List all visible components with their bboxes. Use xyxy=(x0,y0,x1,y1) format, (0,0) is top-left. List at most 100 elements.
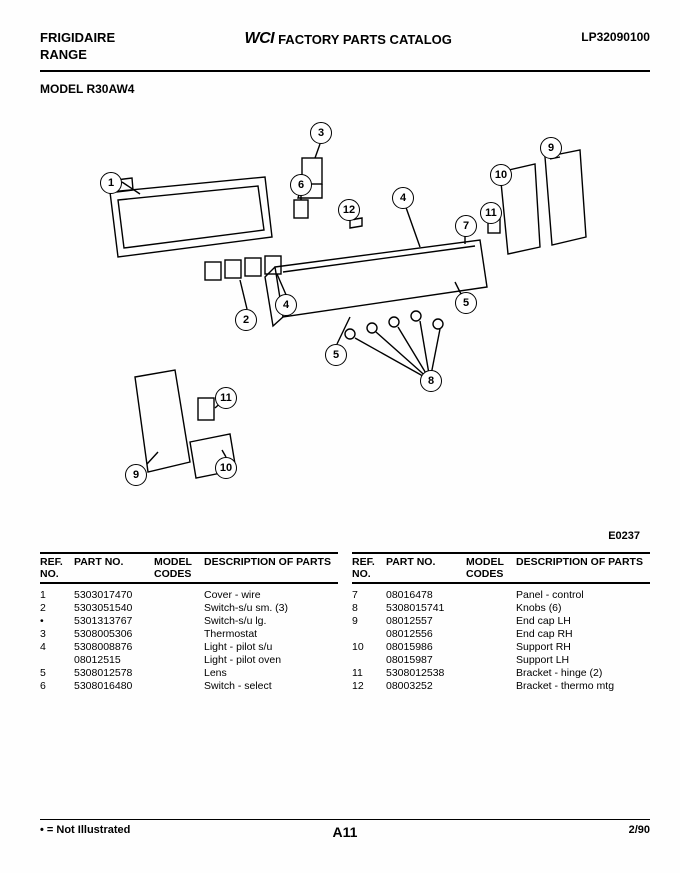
table-row: •5301313767Switch-s/u lg. xyxy=(40,615,338,628)
cell-model xyxy=(154,641,204,653)
cell-model xyxy=(466,615,516,627)
cell-part: 5308015741 xyxy=(386,602,466,614)
cell-model xyxy=(154,680,204,692)
footer: • = Not Illustrated A11 2/90 xyxy=(40,819,650,836)
callout: 11 xyxy=(215,387,237,409)
parts-tables: REF. NO. PART NO. MODEL CODES DESCRIPTIO… xyxy=(40,552,650,693)
cell-desc: Bracket - thermo mtg xyxy=(516,680,650,692)
callout: 4 xyxy=(392,187,414,209)
callout: 2 xyxy=(235,309,257,331)
cell-desc: Cover - wire xyxy=(204,589,338,601)
col-model: MODEL CODES xyxy=(466,556,516,580)
cell-model xyxy=(466,628,516,640)
cell-ref: 12 xyxy=(352,680,386,692)
cell-desc: End cap RH xyxy=(516,628,650,640)
callout: 4 xyxy=(275,294,297,316)
cell-model xyxy=(466,654,516,666)
table-row: 08012556 End cap RH xyxy=(352,628,650,641)
header: FRIGIDAIRE RANGE WCI FACTORY PARTS CATAL… xyxy=(40,30,650,64)
cell-desc: Switch-s/u sm. (3) xyxy=(204,602,338,614)
table-row: 65308016480Switch - select xyxy=(40,680,338,693)
callout: 9 xyxy=(540,137,562,159)
cell-part: 08012557 xyxy=(386,615,466,627)
col-ref: REF. NO. xyxy=(40,556,74,580)
callout: 1 xyxy=(100,172,122,194)
cell-ref xyxy=(40,654,74,666)
col-desc: DESCRIPTION OF PARTS xyxy=(204,556,338,580)
cell-desc: Switch - select xyxy=(204,680,338,692)
col-model: MODEL CODES xyxy=(154,556,204,580)
cell-desc: Light - pilot s/u xyxy=(204,641,338,653)
catalog-title: FACTORY PARTS CATALOG xyxy=(278,32,452,47)
cell-desc: Support LH xyxy=(516,654,650,666)
table-head: REF. NO. PART NO. MODEL CODES DESCRIPTIO… xyxy=(40,552,338,584)
table-body: 15303017470 Cover - wire 25303051540 Switch… xyxy=(40,584,338,693)
table-row: 115308012538Bracket - hinge (2) xyxy=(352,667,650,680)
callout: 5 xyxy=(325,344,347,366)
cell-ref: 3 xyxy=(40,628,74,640)
callout: 5 xyxy=(455,292,477,314)
callout: 8 xyxy=(420,370,442,392)
exploded-diagram: 1369101247112455811910 E0237 xyxy=(40,102,650,542)
cell-ref: 2 xyxy=(40,602,74,614)
table-row: 08012515Light - pilot oven xyxy=(40,654,338,667)
title-block: WCI FACTORY PARTS CATALOG xyxy=(244,30,451,48)
footer-right: 2/90 xyxy=(629,824,650,836)
col-desc: DESCRIPTION OF PARTS xyxy=(516,556,650,580)
cell-ref: 11 xyxy=(352,667,386,679)
table-row: 1208003252 Bracket - thermo mtg xyxy=(352,680,650,693)
cell-part: 08012556 xyxy=(386,628,466,640)
table-row: 1008015986 Support RH xyxy=(352,641,650,654)
table-row: 85308015741Knobs (6) xyxy=(352,602,650,615)
cell-model xyxy=(154,667,204,679)
product-text: RANGE xyxy=(40,47,115,64)
cell-ref xyxy=(352,654,386,666)
cell-desc: Support RH xyxy=(516,641,650,653)
cell-part: 5303051540 xyxy=(74,602,154,614)
cell-model xyxy=(466,602,516,614)
col-part: PART NO. xyxy=(386,556,466,580)
cell-part: 08003252 xyxy=(386,680,466,692)
table-row: 35308005306Thermostat xyxy=(40,628,338,641)
cell-model xyxy=(466,667,516,679)
cell-part: 5308016480 xyxy=(74,680,154,692)
callout: 10 xyxy=(490,164,512,186)
cell-ref: 1 xyxy=(40,589,74,601)
cell-model xyxy=(154,615,204,627)
cell-part: 08016478 xyxy=(386,589,466,601)
cell-part: 08015987 xyxy=(386,654,466,666)
cell-model xyxy=(154,628,204,640)
table-row: 08015987 Support LH xyxy=(352,654,650,667)
parts-table-left: REF. NO. PART NO. MODEL CODES DESCRIPTIO… xyxy=(40,552,338,693)
cell-model xyxy=(154,654,204,666)
cell-part: 08015986 xyxy=(386,641,466,653)
callout: 12 xyxy=(338,199,360,221)
cell-part: 5303017470 xyxy=(74,589,154,601)
table-row: 45308008876Light - pilot s/u xyxy=(40,641,338,654)
header-rule xyxy=(40,70,650,72)
parts-table-right: REF. NO. PART NO. MODEL CODES DESCRIPTIO… xyxy=(352,552,650,693)
brand-text: FRIGIDAIRE xyxy=(40,30,115,47)
cell-part: 5308008876 xyxy=(74,641,154,653)
callout: 10 xyxy=(215,457,237,479)
callout: 6 xyxy=(290,174,312,196)
cell-desc: Lens xyxy=(204,667,338,679)
table-row: 15303017470 Cover - wire xyxy=(40,589,338,602)
cell-ref: 10 xyxy=(352,641,386,653)
footer-center: A11 xyxy=(333,824,358,840)
cell-model xyxy=(466,589,516,601)
cell-model xyxy=(466,680,516,692)
cell-desc: Bracket - hinge (2) xyxy=(516,667,650,679)
cell-model xyxy=(154,602,204,614)
cell-part: 08012515 xyxy=(74,654,154,666)
brand-block: FRIGIDAIRE RANGE xyxy=(40,30,115,64)
callout: 9 xyxy=(125,464,147,486)
callout: 11 xyxy=(480,202,502,224)
cell-ref: 7 xyxy=(352,589,386,601)
col-ref: REF. NO. xyxy=(352,556,386,580)
cell-desc: End cap LH xyxy=(516,615,650,627)
table-head: REF. NO. PART NO. MODEL CODES DESCRIPTIO… xyxy=(352,552,650,584)
page: FRIGIDAIRE RANGE WCI FACTORY PARTS CATAL… xyxy=(40,30,650,840)
callout: 7 xyxy=(455,215,477,237)
cell-ref xyxy=(352,628,386,640)
